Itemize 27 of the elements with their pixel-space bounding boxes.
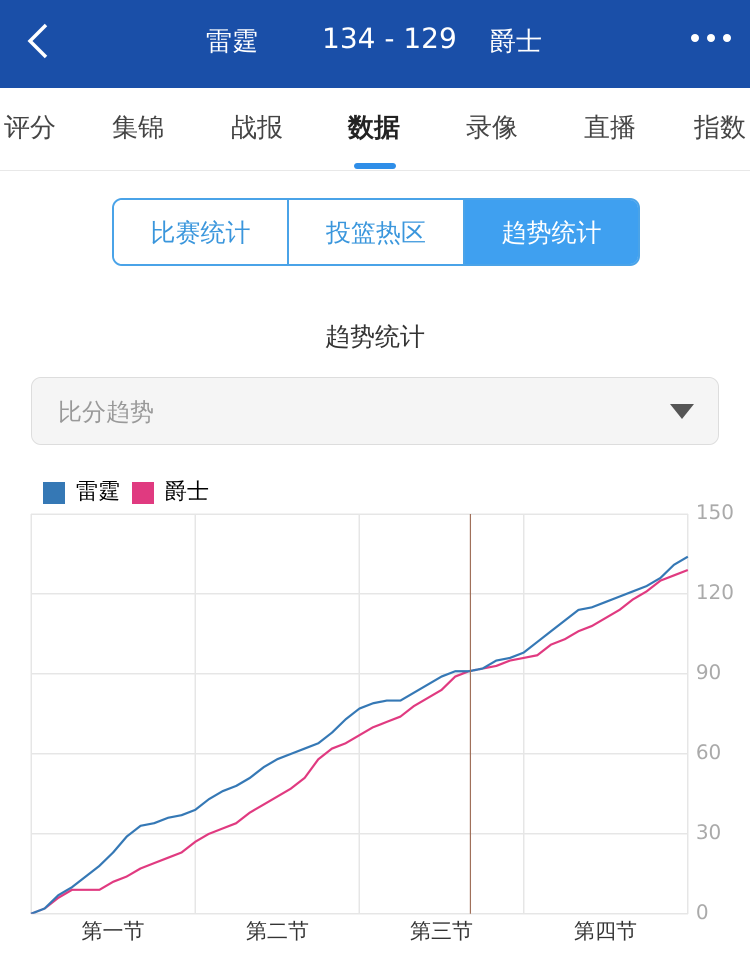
text: 134 - 129 (322, 22, 457, 55)
text: 比分趋势 (58, 397, 154, 428)
y-tick-label: 150 (696, 500, 734, 524)
text: 趋势统计 (462, 200, 638, 264)
text: 录像 (466, 112, 518, 145)
x-tick-label: 第四节 (574, 918, 638, 943)
text: 集锦 (112, 112, 164, 145)
text: 数据 (348, 112, 400, 145)
y-tick-label: 30 (696, 820, 722, 844)
text: 爵士 (490, 26, 542, 59)
y-tick-label: 0 (696, 900, 709, 924)
text: 直播 (584, 112, 636, 145)
legend-label: 雷霆 (76, 480, 120, 505)
x-tick-label: 第三节 (410, 918, 474, 943)
text: 战报 (231, 112, 283, 145)
x-tick-label: 第一节 (82, 918, 145, 943)
y-tick-label: 60 (696, 740, 722, 764)
text: 评分 (4, 112, 56, 145)
text: 指数 (694, 112, 746, 145)
text: 投篮热区 (287, 200, 463, 264)
text: 雷霆 (206, 26, 258, 59)
x-tick-label: 第二节 (246, 918, 309, 943)
chart-title: 趋势统计 (324, 321, 426, 353)
legend-label: 爵士 (165, 480, 209, 505)
y-tick-label: 120 (696, 580, 734, 604)
y-tick-label: 90 (696, 660, 722, 684)
text: 比赛统计 (114, 200, 288, 264)
